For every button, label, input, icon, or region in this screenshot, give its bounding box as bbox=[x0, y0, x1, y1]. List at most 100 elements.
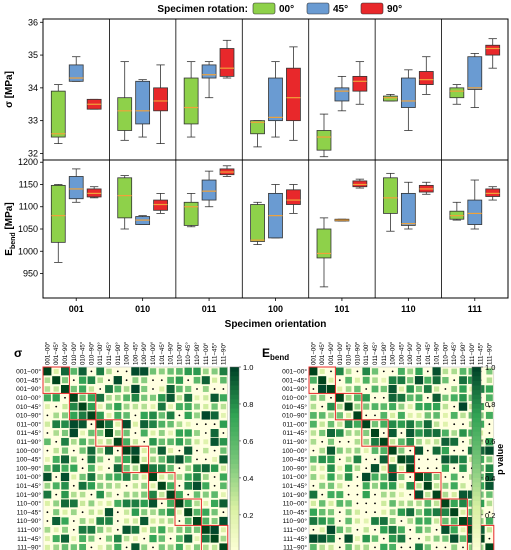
heatmap-cell bbox=[167, 527, 174, 533]
heatmap-signif-dot bbox=[374, 502, 376, 505]
heatmap-cell bbox=[380, 473, 388, 481]
heatmap-cell bbox=[141, 527, 147, 533]
heatmap-cell bbox=[423, 473, 432, 481]
colorbar-segment bbox=[472, 427, 481, 433]
heatmap-cell bbox=[175, 429, 184, 437]
heatmap-cell bbox=[97, 474, 104, 480]
heatmap-cell bbox=[53, 544, 60, 550]
box-100-00° bbox=[250, 201, 265, 245]
heatmap-cell bbox=[354, 509, 360, 515]
heatmap-cell bbox=[79, 535, 87, 543]
heatmap-cell bbox=[201, 534, 210, 543]
heatmap-col-label: 011−90° bbox=[381, 342, 388, 365]
heatmap-signif-dot bbox=[187, 379, 190, 382]
heatmap-cell bbox=[141, 456, 147, 463]
heatmap-cell bbox=[70, 464, 78, 472]
heatmap-cell bbox=[79, 394, 86, 401]
heatmap-cell bbox=[44, 404, 50, 410]
heatmap-cell bbox=[71, 474, 77, 480]
heatmap-cell bbox=[309, 490, 318, 499]
heatmap-cell bbox=[53, 368, 59, 374]
heatmap-cell bbox=[309, 517, 318, 525]
box-101-90° bbox=[352, 61, 368, 105]
heatmap-group-outline bbox=[174, 498, 202, 526]
heatmap-cell bbox=[459, 455, 467, 464]
heatmap-cell bbox=[319, 368, 325, 374]
heatmap-row-label: 100−00° bbox=[282, 447, 307, 455]
heatmap-cell bbox=[141, 474, 147, 480]
box-011-00° bbox=[183, 192, 199, 228]
heatmap-cell bbox=[158, 438, 166, 446]
heatmap-cell bbox=[141, 509, 148, 516]
heatmap-signif-dot bbox=[143, 537, 146, 540]
heatmap-cell bbox=[310, 394, 317, 401]
heatmap-cell bbox=[433, 439, 440, 445]
heatmap-signif-dot bbox=[321, 440, 324, 443]
heatmap-signif-dot bbox=[125, 484, 128, 487]
heatmap-cell bbox=[97, 377, 103, 383]
heatmap-cell bbox=[150, 509, 156, 516]
colorbar-segment bbox=[230, 519, 239, 525]
heatmap-cell bbox=[310, 474, 317, 480]
heatmap-cell bbox=[88, 438, 95, 445]
heatmap-cell bbox=[415, 517, 423, 525]
heatmap-cell bbox=[485, 394, 493, 402]
legend-swatch-1 bbox=[306, 2, 330, 15]
y-tick-label: 1050 bbox=[18, 224, 38, 234]
heatmap-col-label: 110−90° bbox=[194, 342, 201, 365]
heatmap-cell bbox=[96, 517, 105, 525]
heatmap-cell bbox=[309, 376, 317, 384]
heatmap-row-label: 111−45° bbox=[17, 535, 41, 543]
heatmap-cell bbox=[327, 429, 335, 437]
heatmap-cell bbox=[433, 535, 440, 542]
heatmap-col-label: 001−90° bbox=[62, 341, 69, 365]
colorbar-segment bbox=[230, 385, 239, 391]
heatmap-cell bbox=[105, 385, 113, 393]
box-110-90° bbox=[418, 56, 434, 95]
heatmap-col-label: 010−90° bbox=[354, 341, 361, 365]
heatmap-cell bbox=[141, 394, 148, 401]
heatmap-cell bbox=[122, 499, 131, 508]
heatmap-cell bbox=[372, 482, 378, 489]
heatmap-cell bbox=[486, 377, 493, 383]
heatmap-cell bbox=[141, 377, 148, 384]
heatmap-row-label: 001−00° bbox=[282, 368, 307, 376]
heatmap-cell bbox=[184, 534, 193, 543]
heatmap-cell bbox=[79, 447, 86, 454]
heatmap-cell bbox=[398, 403, 405, 410]
heatmap-signif-dot bbox=[488, 537, 491, 540]
heatmap-col-label: 101−45° bbox=[425, 341, 432, 365]
heatmap-cell-diagonal bbox=[140, 464, 149, 473]
y-tick-label: 36 bbox=[28, 17, 38, 27]
heatmap-cell bbox=[167, 499, 175, 507]
heatmap-cell bbox=[105, 535, 113, 542]
heatmap-cell bbox=[132, 377, 139, 384]
heatmap-cell bbox=[203, 404, 209, 410]
heatmap-cell bbox=[149, 464, 157, 473]
heatmap-signif-dot bbox=[400, 546, 403, 549]
heatmap-cell bbox=[185, 438, 192, 445]
heatmap-cell bbox=[167, 420, 174, 428]
heatmap-signif-dot bbox=[116, 511, 119, 514]
heatmap-cell bbox=[203, 447, 209, 454]
heatmap-row-label: 110−45° bbox=[17, 508, 42, 516]
heatmap-signif-dot bbox=[365, 511, 368, 514]
heatmap-cell bbox=[380, 403, 388, 410]
colorbar-segment bbox=[472, 537, 481, 543]
colorbar-segment bbox=[230, 376, 239, 382]
heatmap-cell-diagonal bbox=[441, 499, 450, 508]
heatmap-cell bbox=[398, 386, 404, 392]
heatmap-cell bbox=[362, 472, 371, 482]
heatmap-cell bbox=[389, 517, 396, 525]
heatmap-signif-dot bbox=[356, 370, 359, 373]
heatmap-cell bbox=[220, 492, 226, 498]
heatmap-cell bbox=[201, 376, 210, 385]
heatmap-cell bbox=[62, 403, 68, 410]
heatmap-cell-diagonal bbox=[371, 429, 379, 437]
heatmap-cell bbox=[379, 517, 388, 525]
box-011-90° bbox=[219, 39, 235, 79]
heatmap-signif-dot bbox=[426, 396, 429, 399]
heatmap-cell bbox=[44, 500, 50, 506]
heatmap-cell bbox=[354, 465, 361, 471]
heatmap-signif-dot bbox=[462, 440, 464, 443]
